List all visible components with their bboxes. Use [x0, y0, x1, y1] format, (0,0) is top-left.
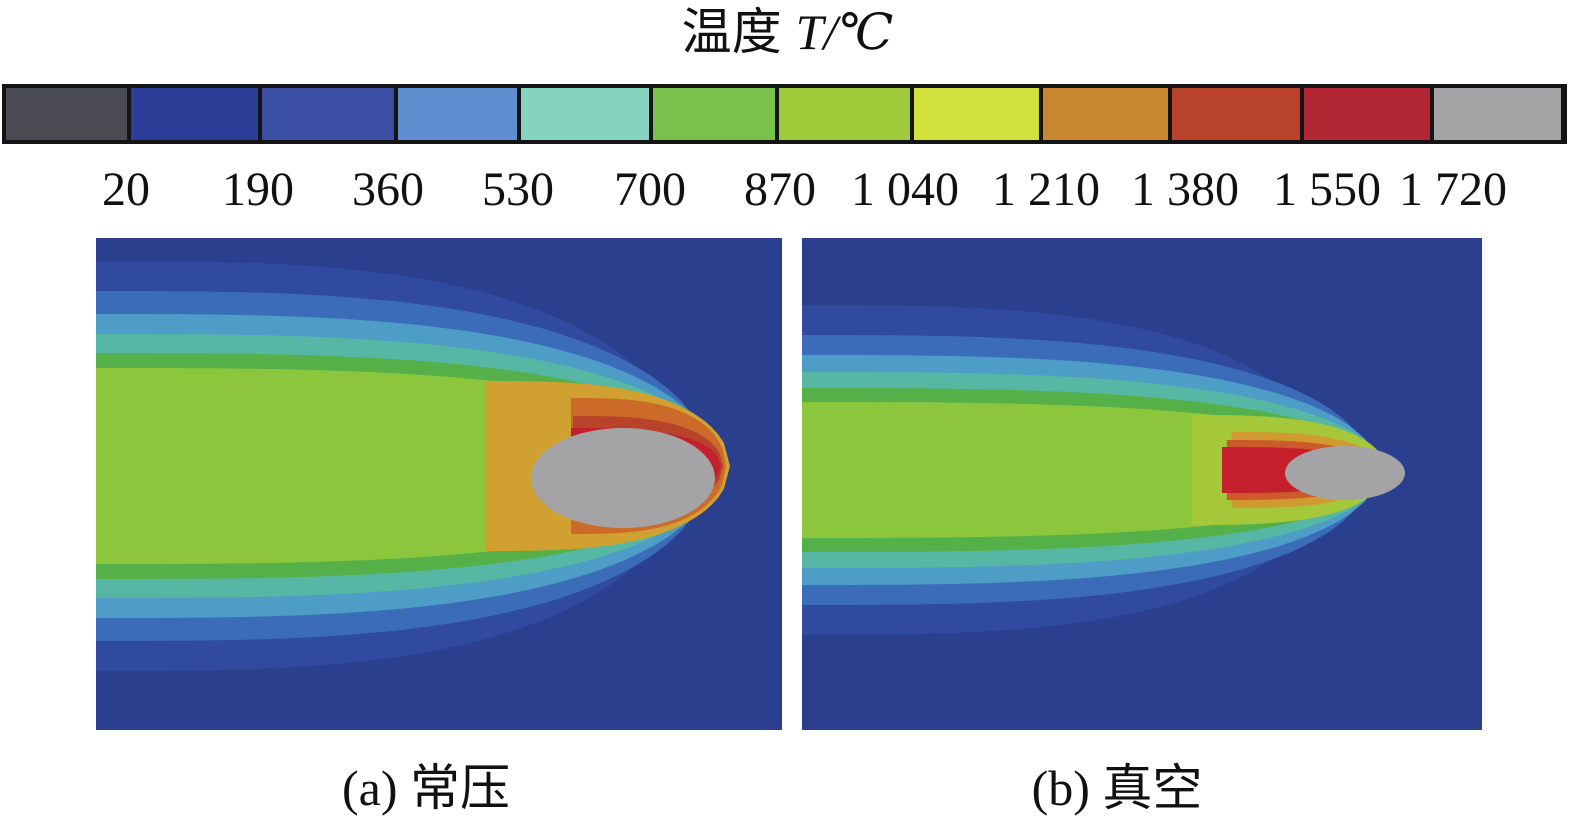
panel-a-contour — [96, 238, 782, 730]
tick-label: 1 380 — [1131, 163, 1239, 216]
tick-label: 530 — [482, 163, 554, 216]
color-swatch — [1043, 88, 1168, 140]
tick-label: 1 040 — [851, 163, 959, 216]
color-swatch — [521, 88, 649, 140]
caption-b: (b) 真空 — [1031, 760, 1203, 816]
color-swatch — [1304, 88, 1430, 140]
hot-core-region — [531, 428, 715, 528]
color-swatch — [1172, 88, 1300, 140]
color-swatch — [779, 88, 910, 140]
tick-label: 20 — [102, 163, 150, 216]
color-swatch — [653, 88, 775, 140]
tick-label: 1 720 — [1399, 163, 1507, 216]
tick-label: 190 — [222, 163, 294, 216]
color-swatch — [6, 88, 127, 140]
panel-b-contour — [802, 238, 1482, 730]
caption-a: (a) 常压 — [342, 760, 510, 816]
tick-label: 1 550 — [1273, 163, 1381, 216]
legend-title-text: 温度 — [681, 4, 782, 60]
color-bar — [2, 84, 1567, 144]
color-swatch — [1434, 88, 1561, 140]
legend-title: 温度 T/℃ — [0, 2, 1575, 62]
contour-plot-b — [802, 238, 1482, 730]
legend-symbol: T/℃ — [795, 4, 894, 60]
tick-label: 700 — [614, 163, 686, 216]
tick-label: 1 210 — [992, 163, 1100, 216]
color-swatch — [262, 88, 394, 140]
contour-plot-a — [96, 238, 782, 730]
hot-core-region — [1285, 446, 1405, 500]
color-swatch — [131, 88, 258, 140]
tick-label: 870 — [744, 163, 816, 216]
tick-label: 360 — [352, 163, 424, 216]
color-swatch — [914, 88, 1039, 140]
color-swatch — [398, 88, 517, 140]
